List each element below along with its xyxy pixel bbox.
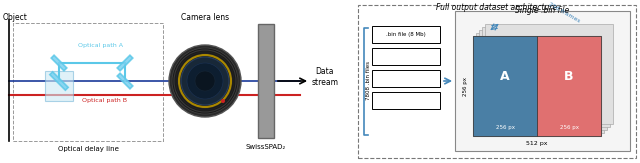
Text: B: B xyxy=(564,69,573,82)
FancyBboxPatch shape xyxy=(485,24,613,124)
Text: Camera lens: Camera lens xyxy=(181,13,229,22)
Text: Object: Object xyxy=(3,13,28,22)
FancyBboxPatch shape xyxy=(473,36,537,136)
FancyBboxPatch shape xyxy=(537,36,601,136)
Text: 256 px: 256 px xyxy=(559,126,579,131)
FancyBboxPatch shape xyxy=(372,70,440,87)
Polygon shape xyxy=(51,55,67,71)
Text: A: A xyxy=(500,69,510,82)
Text: Optical path A: Optical path A xyxy=(77,43,122,48)
FancyBboxPatch shape xyxy=(372,92,440,109)
Polygon shape xyxy=(117,55,132,71)
Circle shape xyxy=(169,45,241,117)
FancyBboxPatch shape xyxy=(258,24,274,138)
Text: Full output dataset architecture: Full output dataset architecture xyxy=(436,3,557,12)
Circle shape xyxy=(195,71,215,91)
FancyBboxPatch shape xyxy=(372,48,440,65)
Text: 256 px: 256 px xyxy=(495,126,515,131)
Text: 256 px: 256 px xyxy=(463,76,468,96)
Circle shape xyxy=(221,99,225,103)
FancyBboxPatch shape xyxy=(476,33,604,133)
Text: 256 frames: 256 frames xyxy=(547,2,580,24)
FancyBboxPatch shape xyxy=(372,26,440,43)
Circle shape xyxy=(172,48,238,114)
Text: 512 px: 512 px xyxy=(526,141,548,146)
FancyBboxPatch shape xyxy=(479,30,607,130)
Text: SwissSPAD₂: SwissSPAD₂ xyxy=(246,144,286,150)
Circle shape xyxy=(187,63,223,99)
Text: Data
stream: Data stream xyxy=(312,67,339,87)
FancyBboxPatch shape xyxy=(455,11,630,151)
Text: 7808 .bin files: 7808 .bin files xyxy=(365,61,371,101)
Text: .bin file (8 Mb): .bin file (8 Mb) xyxy=(386,32,426,37)
Text: Optical path B: Optical path B xyxy=(83,98,127,103)
FancyBboxPatch shape xyxy=(473,36,601,136)
Circle shape xyxy=(181,57,229,105)
Text: Optical delay line: Optical delay line xyxy=(58,146,118,152)
FancyBboxPatch shape xyxy=(45,71,73,101)
Text: Single .bin file: Single .bin file xyxy=(515,6,570,15)
Polygon shape xyxy=(50,72,68,90)
FancyBboxPatch shape xyxy=(482,27,610,127)
Polygon shape xyxy=(117,73,132,89)
